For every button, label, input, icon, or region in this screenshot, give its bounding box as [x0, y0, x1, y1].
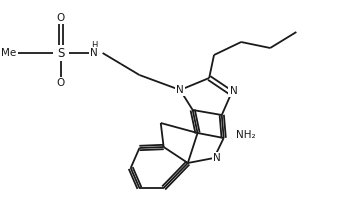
Text: S: S [57, 47, 65, 59]
Text: N: N [230, 86, 237, 96]
Text: N: N [176, 85, 184, 95]
Text: N: N [90, 48, 98, 58]
Text: H: H [91, 42, 97, 51]
Text: Me: Me [1, 48, 17, 58]
Text: N: N [213, 153, 221, 163]
Text: NH₂: NH₂ [236, 130, 256, 140]
Text: O: O [57, 78, 65, 88]
Text: O: O [57, 13, 65, 23]
